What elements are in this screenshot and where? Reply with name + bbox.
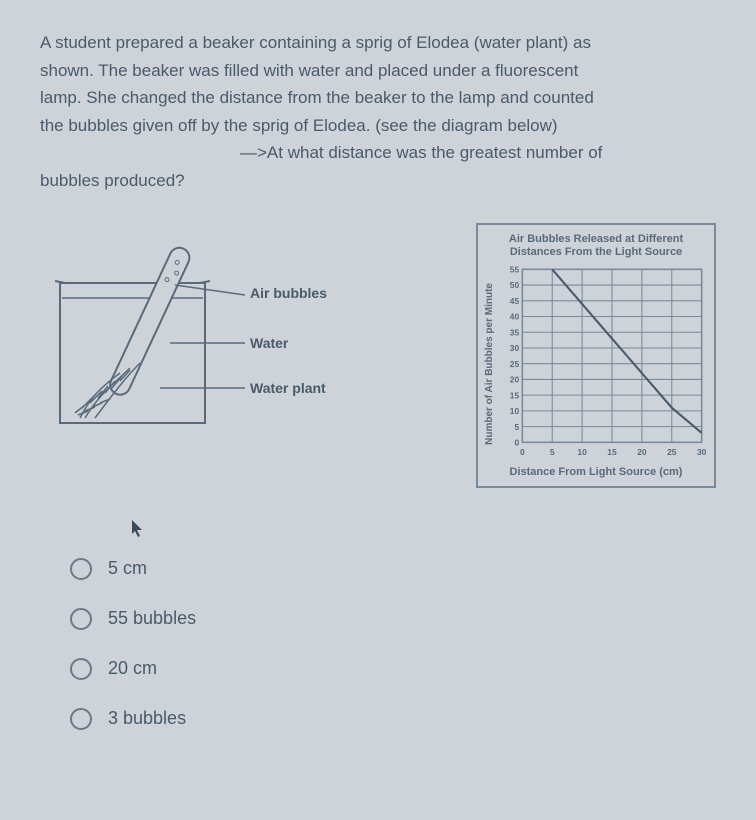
radio-icon[interactable] bbox=[70, 708, 92, 730]
q-line: lamp. She changed the distance from the … bbox=[40, 85, 716, 111]
option-label: 20 cm bbox=[108, 658, 157, 679]
svg-text:15: 15 bbox=[607, 447, 617, 457]
svg-text:0: 0 bbox=[520, 447, 525, 457]
option-label: 5 cm bbox=[108, 558, 147, 579]
option-b[interactable]: 55 bubbles bbox=[70, 608, 716, 630]
question-text: A student prepared a beaker containing a… bbox=[40, 30, 716, 193]
svg-text:10: 10 bbox=[510, 406, 520, 416]
chart-svg: 0 5 10 15 20 25 30 35 40 45 50 55 0 5 10 15 20 25 30 bbox=[497, 263, 708, 463]
label-air-bubbles: Air bubbles bbox=[250, 285, 327, 301]
cursor-icon bbox=[130, 518, 716, 543]
label-water: Water bbox=[250, 335, 288, 351]
option-label: 3 bubbles bbox=[108, 708, 186, 729]
svg-text:30: 30 bbox=[510, 344, 520, 354]
svg-text:20: 20 bbox=[637, 447, 647, 457]
chart-xlabel: Distance From Light Source (cm) bbox=[484, 466, 708, 478]
svg-text:10: 10 bbox=[577, 447, 587, 457]
answer-options: 5 cm 55 bubbles 20 cm 3 bubbles bbox=[70, 558, 716, 730]
option-c[interactable]: 20 cm bbox=[70, 658, 716, 680]
beaker-diagram: Air bubbles Water Water plant bbox=[40, 223, 360, 443]
label-water-plant: Water plant bbox=[250, 380, 326, 396]
q-line: the bubbles given off by the sprig of El… bbox=[40, 113, 716, 139]
option-label: 55 bubbles bbox=[108, 608, 196, 629]
svg-text:5: 5 bbox=[550, 447, 555, 457]
chart-title: Air Bubbles Released at Different Distan… bbox=[484, 233, 708, 259]
svg-text:25: 25 bbox=[667, 447, 677, 457]
radio-icon[interactable] bbox=[70, 658, 92, 680]
svg-text:45: 45 bbox=[510, 296, 520, 306]
q-line: A student prepared a beaker containing a… bbox=[40, 30, 716, 56]
q-line: shown. The beaker was filled with water … bbox=[40, 58, 716, 84]
radio-icon[interactable] bbox=[70, 608, 92, 630]
q-line: —>At what distance was the greatest numb… bbox=[240, 140, 716, 166]
svg-text:25: 25 bbox=[510, 359, 520, 369]
svg-text:0: 0 bbox=[514, 438, 519, 448]
option-d[interactable]: 3 bubbles bbox=[70, 708, 716, 730]
figures-row: Air bubbles Water Water plant Air Bubble… bbox=[40, 223, 716, 488]
svg-text:40: 40 bbox=[510, 312, 520, 322]
svg-text:20: 20 bbox=[510, 375, 520, 385]
svg-text:30: 30 bbox=[697, 447, 707, 457]
svg-text:5: 5 bbox=[514, 422, 519, 432]
radio-icon[interactable] bbox=[70, 558, 92, 580]
svg-text:15: 15 bbox=[510, 391, 520, 401]
chart-panel: Air Bubbles Released at Different Distan… bbox=[476, 223, 716, 488]
svg-text:55: 55 bbox=[510, 265, 520, 275]
q-line: bubbles produced? bbox=[40, 168, 716, 194]
svg-text:35: 35 bbox=[510, 328, 520, 338]
chart-ylabel: Number of Air Bubbles per Minute bbox=[484, 283, 495, 445]
svg-text:50: 50 bbox=[510, 281, 520, 291]
option-a[interactable]: 5 cm bbox=[70, 558, 716, 580]
